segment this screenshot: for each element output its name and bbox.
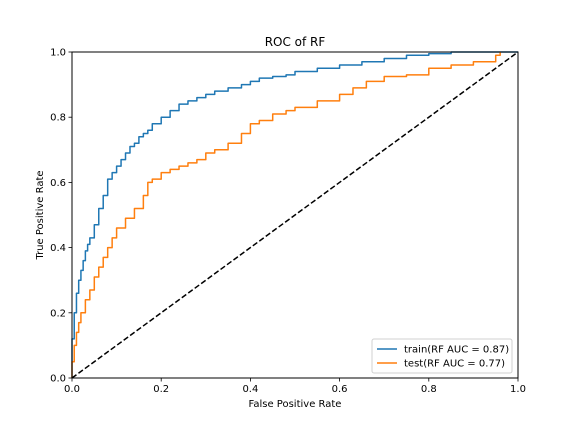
legend-entry-label: train(RF AUC = 0.87) (404, 345, 509, 356)
y-axis-label: True Positive Rate (35, 170, 46, 260)
x-tick-label: 0.6 (332, 384, 348, 395)
legend: train(RF AUC = 0.87) test(RF AUC = 0.77) (371, 338, 513, 374)
diagonal-reference-line (71, 51, 519, 379)
x-axis-label: False Positive Rate (249, 399, 342, 410)
x-tick-label: 1.0 (510, 384, 526, 395)
y-tick-label: 1.0 (50, 48, 66, 59)
x-axis-ticks: 0.0 0.2 0.4 0.6 0.8 1.0 (64, 378, 526, 395)
legend-entry-label: test(RF AUC = 0.77) (404, 359, 505, 370)
y-tick-label: 0.2 (50, 308, 66, 319)
y-tick-label: 0.6 (50, 178, 66, 189)
plot-frame (71, 51, 519, 379)
x-tick-label: 0.4 (242, 384, 258, 395)
y-tick-label: 0.8 (50, 113, 66, 124)
x-tick-label: 0.0 (64, 384, 80, 395)
legend-box (371, 338, 513, 374)
plot-area (71, 51, 519, 379)
chart-title: ROC of RF (265, 35, 326, 49)
y-tick-label: 0.4 (50, 243, 66, 254)
x-tick-label: 0.8 (421, 384, 437, 395)
series-line-test (71, 52, 501, 378)
series-line-train (71, 51, 518, 378)
y-tick-label: 0.0 (50, 374, 66, 385)
y-axis-ticks: 0.0 0.2 0.4 0.6 0.8 1.0 (50, 48, 72, 385)
x-tick-label: 0.2 (153, 384, 169, 395)
